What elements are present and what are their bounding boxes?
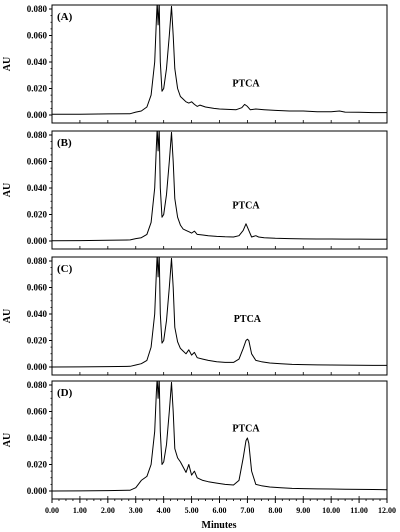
peak-label: PTCA bbox=[232, 201, 260, 212]
y-tick-label: 0.060 bbox=[27, 407, 48, 417]
y-tick-label: 0.020 bbox=[27, 336, 48, 346]
panels-layer: 0.0000.0200.0400.0600.080AU(A)PTCA0.0000… bbox=[2, 4, 388, 500]
y-tick-label: 0.040 bbox=[27, 309, 48, 319]
y-tick-label: 0.060 bbox=[27, 31, 48, 41]
panel-2: 0.000 0.020 0.040 0.060 0.080 AU (B) PTCA bbox=[2, 130, 388, 250]
x-tick-label: 0.00 bbox=[45, 506, 59, 515]
panel-label: (D) bbox=[57, 387, 73, 399]
chromatogram-trace bbox=[52, 381, 387, 492]
y-tick-label: 0.000 bbox=[27, 362, 48, 372]
x-tick-label: 12.00 bbox=[378, 506, 396, 515]
panel-frame bbox=[51, 4, 388, 124]
panel-label: (B) bbox=[57, 137, 72, 149]
peak-label: PTCA bbox=[232, 423, 260, 434]
panel-frame bbox=[51, 130, 388, 250]
x-tick-label: 1.00 bbox=[73, 506, 87, 515]
x-tick-label: 8.00 bbox=[268, 506, 282, 515]
x-tick-label: 9.00 bbox=[296, 506, 310, 515]
chromatogram-trace bbox=[52, 5, 387, 115]
y-tick-label: 0.040 bbox=[27, 183, 48, 193]
y-tick-label: 0.000 bbox=[27, 486, 48, 496]
panel-label: (A) bbox=[57, 11, 73, 23]
x-axis-label: Minutes bbox=[202, 520, 237, 531]
y-tick-label: 0.040 bbox=[27, 57, 48, 67]
y-tick-label: 0.080 bbox=[27, 380, 48, 390]
y-tick-label: 0.060 bbox=[27, 157, 48, 167]
y-tick-label: 0.020 bbox=[27, 210, 48, 220]
y-axis-label: AU bbox=[2, 433, 13, 447]
y-tick-label: 0.080 bbox=[27, 4, 48, 14]
y-axis-label: AU bbox=[2, 183, 13, 197]
y-axis-label: AU bbox=[2, 57, 13, 71]
x-tick-label: 3.00 bbox=[129, 506, 143, 515]
y-tick-label: 0.040 bbox=[27, 433, 48, 443]
peak-label: PTCA bbox=[232, 79, 260, 90]
panel-4: 0.000 0.020 0.040 0.060 0.080 AU (D) PTCA bbox=[2, 380, 388, 500]
y-tick-label: 0.000 bbox=[27, 236, 48, 246]
x-tick-label: 11.00 bbox=[350, 506, 368, 515]
y-tick-label: 0.060 bbox=[27, 283, 48, 293]
y-tick-label: 0.080 bbox=[27, 130, 48, 140]
x-tick-label: 2.00 bbox=[101, 506, 115, 515]
y-tick-label: 0.080 bbox=[27, 256, 48, 266]
y-tick-label: 0.020 bbox=[27, 84, 48, 94]
y-tick-label: 0.020 bbox=[27, 460, 48, 470]
x-tick-label: 4.00 bbox=[157, 506, 171, 515]
panel-1: 0.000 0.020 0.040 0.060 0.080 AU (A) PTCA bbox=[2, 4, 388, 124]
x-tick-label: 10.00 bbox=[322, 506, 340, 515]
x-tick-label: 5.00 bbox=[185, 506, 199, 515]
x-tick-label: 7.00 bbox=[240, 506, 254, 515]
panel-label: (C) bbox=[57, 263, 73, 275]
chromatogram-trace bbox=[52, 257, 387, 368]
panel-3: 0.000 0.020 0.040 0.060 0.080 AU (C) PTCA bbox=[2, 256, 388, 376]
y-axis-label: AU bbox=[2, 309, 13, 323]
x-tick-label: 6.00 bbox=[213, 506, 227, 515]
peak-label: PTCA bbox=[234, 314, 262, 325]
y-tick-label: 0.000 bbox=[27, 110, 48, 120]
panel-frame bbox=[51, 256, 388, 376]
x-axis: 0.00 1.00 2.00 3.00 4.00 5.00 6.00 7.00 8.00 9.00… bbox=[45, 499, 396, 515]
panel-frame bbox=[51, 380, 388, 500]
chromatogram-trace bbox=[52, 131, 387, 242]
